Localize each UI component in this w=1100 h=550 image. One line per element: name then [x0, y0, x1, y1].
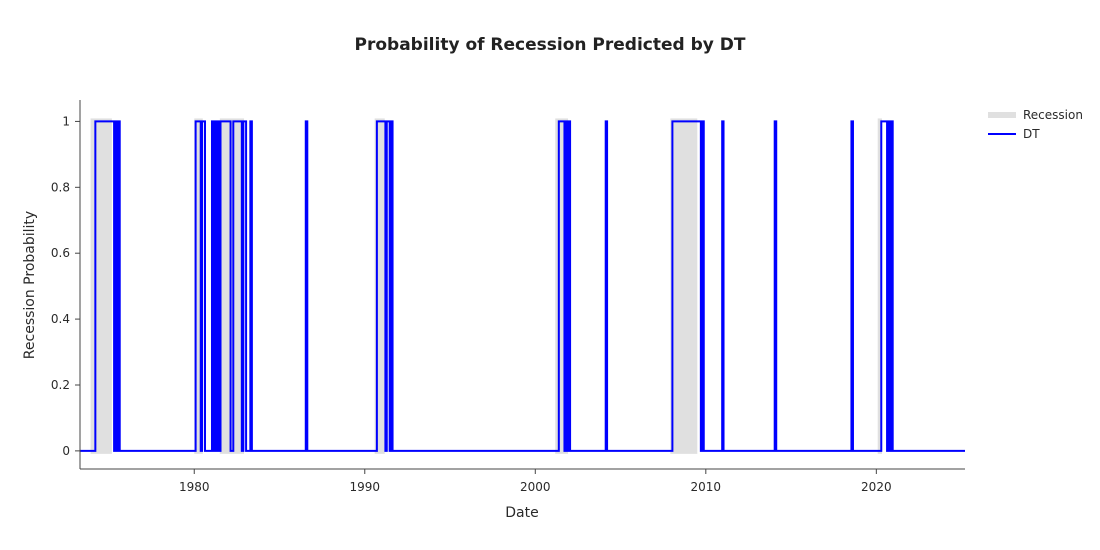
legend[interactable]: Recession DT — [988, 108, 1083, 141]
x-tick-label: 2020 — [861, 480, 892, 494]
y-axis-ticks: 0 0.2 0.4 0.6 0.8 1 — [51, 114, 80, 458]
y-tick-label: 0.6 — [51, 246, 70, 260]
legend-item-dt[interactable]: DT — [988, 127, 1040, 141]
dt-series — [80, 120, 965, 452]
recession-band-6 — [670, 118, 698, 454]
recession-band-7 — [877, 118, 882, 454]
y-axis-label: Recession Probability — [22, 211, 38, 359]
recession-band-4 — [374, 118, 385, 454]
recession-bands — [90, 118, 882, 454]
x-axis-label: Date — [505, 505, 538, 521]
recession-band-2 — [194, 118, 203, 454]
y-tick-label: 0.8 — [51, 180, 70, 194]
y-tick-label: 1 — [62, 114, 70, 128]
recession-band-3 — [219, 118, 245, 454]
y-tick-label: 0.4 — [51, 312, 70, 326]
x-tick-label: 2010 — [691, 480, 722, 494]
legend-label-recession: Recession — [1023, 108, 1083, 122]
legend-item-recession[interactable]: Recession — [988, 108, 1083, 122]
x-axis-ticks: 1980 1990 2000 2010 2020 — [179, 469, 892, 494]
y-tick-label: 0.2 — [51, 378, 70, 392]
chart-title: Probability of Recession Predicted by DT — [355, 35, 746, 55]
x-tick-label: 1980 — [179, 480, 210, 494]
dt-line — [80, 120, 965, 452]
legend-label-dt: DT — [1023, 127, 1040, 141]
x-tick-label: 1990 — [349, 480, 380, 494]
y-tick-label: 0 — [62, 444, 70, 458]
x-tick-label: 2000 — [520, 480, 551, 494]
recession-band-1 — [90, 118, 112, 454]
